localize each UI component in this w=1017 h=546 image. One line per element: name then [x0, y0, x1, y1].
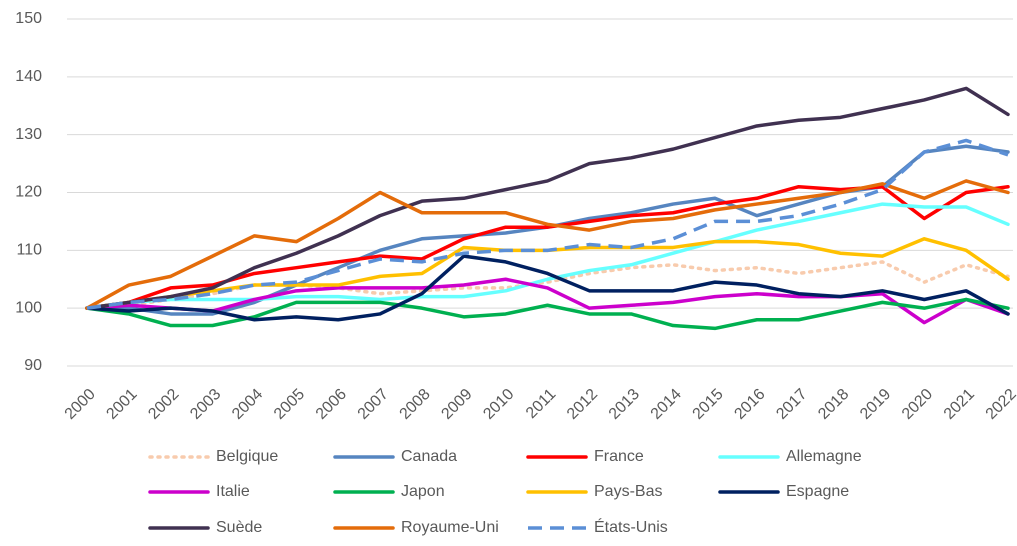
- x-tick-label: 2005: [271, 386, 308, 423]
- legend-label: Belgique: [216, 448, 278, 465]
- x-tick-label: 2003: [187, 386, 224, 423]
- series-line: [86, 138, 1009, 310]
- x-tick-label: 2015: [690, 386, 727, 423]
- x-tick-label: 2000: [62, 386, 99, 423]
- x-tick-label: 2016: [731, 386, 768, 423]
- legend-label: Royaume-Uni: [401, 519, 499, 536]
- y-tick-label: 150: [15, 10, 42, 27]
- series-line: [85, 254, 1010, 322]
- y-tick-label: 130: [15, 126, 42, 143]
- x-tick-label: 2022: [983, 386, 1017, 423]
- x-tick-label: 2007: [355, 386, 392, 423]
- y-tick-label: 90: [24, 357, 42, 374]
- x-tick-label: 2001: [103, 386, 140, 423]
- y-tick-label: 110: [16, 242, 42, 259]
- legend-label: Italie: [216, 483, 250, 500]
- legend-label: Suède: [216, 519, 262, 536]
- x-tick-label: 2008: [397, 386, 434, 423]
- y-tick-label: 140: [15, 68, 42, 85]
- series-line: [85, 202, 1010, 310]
- x-tick-label: 2011: [523, 386, 559, 422]
- x-tick-label: 2009: [438, 386, 475, 423]
- y-tick-label: 120: [15, 184, 42, 201]
- series-line: [85, 86, 1010, 310]
- x-tick-label: 2018: [815, 386, 852, 423]
- x-tick-label: 2004: [229, 386, 266, 423]
- x-tick-label: 2017: [773, 386, 810, 423]
- legend-label: Pays-Bas: [594, 483, 662, 500]
- legend-label: Espagne: [786, 483, 849, 500]
- x-tick-label: 2020: [899, 386, 936, 423]
- x-tick-label: 2014: [648, 386, 685, 423]
- legend-label: Japon: [401, 483, 445, 500]
- legend-label: Canada: [401, 448, 457, 465]
- x-tick-label: 2012: [564, 386, 601, 423]
- legend-label: Allemagne: [786, 448, 862, 465]
- y-tick-label: 100: [15, 299, 42, 316]
- x-tick-label: 2006: [313, 386, 350, 423]
- legend-label: États-Unis: [594, 517, 668, 536]
- x-tick-label: 2019: [857, 386, 894, 423]
- series-line: [85, 179, 1010, 310]
- x-tick-label: 2013: [606, 386, 643, 423]
- legend-label: France: [594, 448, 644, 465]
- x-tick-label: 2021: [941, 386, 978, 423]
- series-line: [85, 297, 1010, 331]
- x-tick-label: 2002: [145, 386, 182, 423]
- x-tick-label: 2010: [480, 386, 517, 423]
